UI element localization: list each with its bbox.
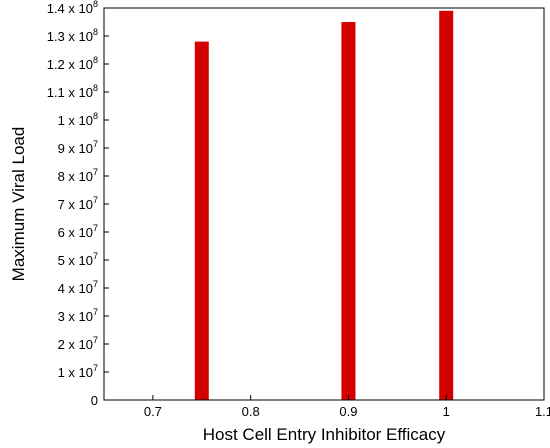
y-tick-label: 6 x 107 [58, 223, 98, 240]
y-tick-label: 1.2 x 108 [47, 55, 98, 72]
y-tick-label: 1.1 x 108 [47, 83, 98, 100]
x-tick-label: 0.9 [339, 404, 357, 419]
x-tick-label: 0.7 [144, 404, 162, 419]
bar [439, 10, 454, 401]
bar [341, 22, 356, 400]
x-tick-label: 0.8 [242, 404, 260, 419]
y-tick-label: 2 x 107 [58, 335, 98, 352]
x-tick-label: 1.1 [535, 404, 550, 419]
y-tick-label: 0 [91, 393, 98, 408]
x-axis-title: Host Cell Entry Inhibitor Efficacy [203, 425, 446, 444]
plot-frame [103, 7, 545, 401]
y-tick-label: 5 x 107 [58, 251, 98, 268]
ticks-layer: 0.7 0.8 0.9 1 1.1 0 1 x 107 2 x 107 3 x 107 4 x 1… [47, 0, 550, 419]
y-tick-label: 7 x 107 [58, 195, 98, 212]
y-axis-title: Maximum Viral Load [9, 127, 28, 282]
y-tick-label: 1.4 x 108 [47, 0, 98, 16]
bar [194, 41, 209, 400]
bars-layer [194, 10, 454, 401]
y-tick-label: 1.3 x 108 [47, 27, 98, 44]
y-tick-label: 1 x 107 [58, 363, 98, 380]
y-tick-label: 8 x 107 [58, 167, 98, 184]
y-tick-label: 3 x 107 [58, 307, 98, 324]
y-tick-label: 1 x 108 [58, 111, 98, 128]
y-tick-label: 9 x 107 [58, 139, 98, 156]
y-tick-label: 4 x 107 [58, 279, 98, 296]
x-tick-label: 1 [443, 404, 450, 419]
